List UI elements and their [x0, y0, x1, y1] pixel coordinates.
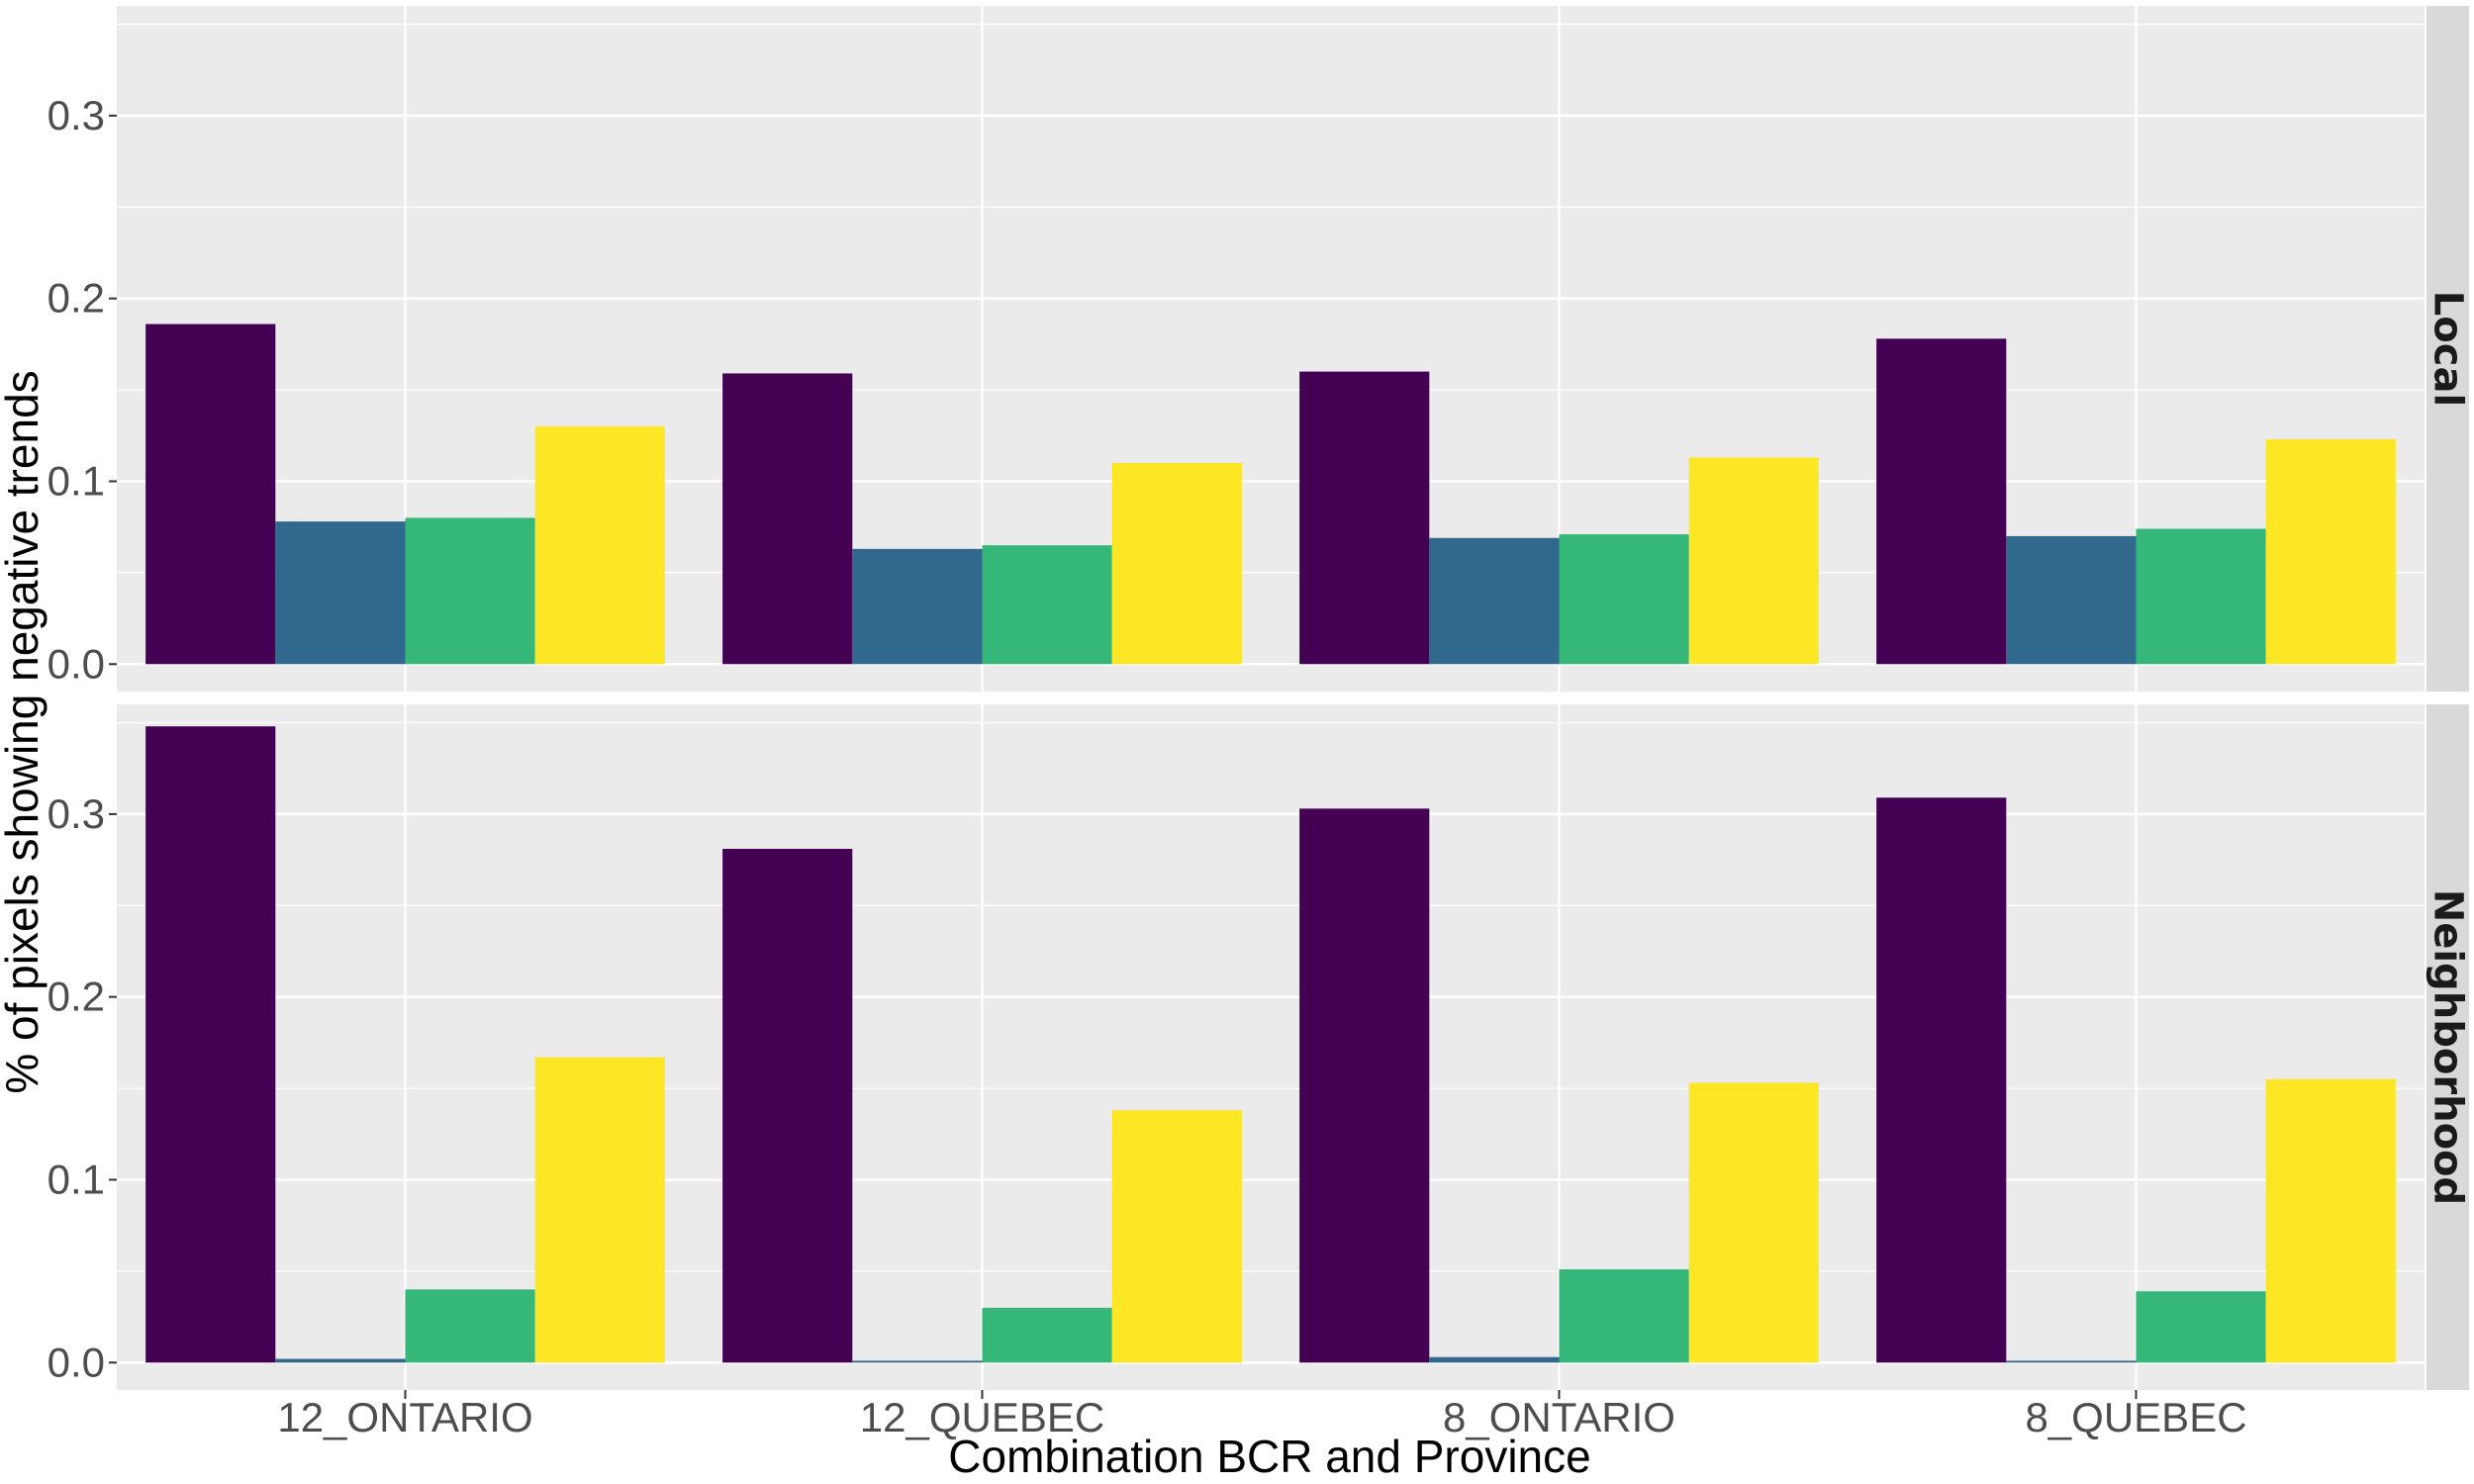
facet-panel: 0.0 0.1 0.2 0.3 Neighborhood	[48, 704, 2471, 1390]
y-tick-label: 0.0	[48, 1339, 105, 1385]
y-tick-label: 0.1	[48, 1156, 105, 1202]
bar	[405, 517, 535, 665]
bar	[722, 373, 853, 665]
bar	[534, 1057, 665, 1363]
bar	[852, 1360, 983, 1363]
bar	[1876, 797, 2007, 1363]
bar	[1111, 1110, 1242, 1363]
y-tick-label: 0.2	[48, 974, 105, 1020]
bar	[1299, 371, 1430, 665]
bar	[1299, 808, 1430, 1363]
y-tick-label: 0.3	[48, 92, 105, 139]
y-tick-label: 0.0	[48, 640, 105, 687]
bar	[1688, 457, 1819, 665]
facet-strip	[2426, 704, 2469, 1390]
facet-panels: 0.0 0.1 0.2 0.3 Local 0.0 0.1 0.2 0.3 Neighborhoo…	[48, 6, 2471, 1390]
bar	[405, 1289, 535, 1363]
bar	[1429, 1356, 1560, 1363]
x-tick-label: 8_QUEBEC	[2025, 1394, 2246, 1440]
facet-strip-label: Neighborhood	[2426, 889, 2471, 1205]
bar	[275, 1358, 406, 1363]
facet-strip	[2426, 6, 2469, 692]
facet-panel: 0.0 0.1 0.2 0.3 Local	[48, 6, 2471, 692]
bar	[2006, 1360, 2137, 1363]
bar	[2265, 438, 2396, 665]
bar	[145, 726, 276, 1363]
y-tick-label: 0.1	[48, 457, 105, 504]
bar	[722, 848, 853, 1363]
x-tick-label: 12_QUEBEC	[860, 1394, 1104, 1440]
bar	[2136, 1291, 2266, 1363]
bar	[2006, 535, 2137, 665]
bar	[145, 324, 276, 665]
facet-strip-label: Local	[2426, 291, 2471, 407]
bar	[1429, 537, 1560, 665]
bar	[1559, 534, 1689, 665]
bar	[534, 426, 665, 665]
bar	[275, 521, 406, 665]
y-axis-title: % of pixels showing negative trends	[0, 370, 48, 1093]
y-tick-label: 0.2	[48, 275, 105, 322]
bar	[2265, 1078, 2396, 1363]
y-tick-label: 0.3	[48, 790, 105, 837]
bar	[1111, 463, 1242, 665]
bar	[1559, 1269, 1689, 1363]
x-tick-label: 12_ONTARIO	[277, 1394, 532, 1440]
panel-background	[117, 704, 2425, 1390]
bar	[852, 548, 983, 665]
x-axis-title: Combination BCR and Province	[948, 1431, 1590, 1482]
bar	[2136, 528, 2266, 665]
bar	[982, 545, 1112, 665]
bar	[1876, 338, 2007, 665]
bar	[1688, 1082, 1819, 1363]
bar	[982, 1307, 1112, 1363]
x-axis-ticks: 12_ONTARIO 12_QUEBEC 8_ONTARIO 8_QUEBEC	[277, 1390, 2247, 1440]
x-tick-label: 8_ONTARIO	[1443, 1394, 1675, 1440]
